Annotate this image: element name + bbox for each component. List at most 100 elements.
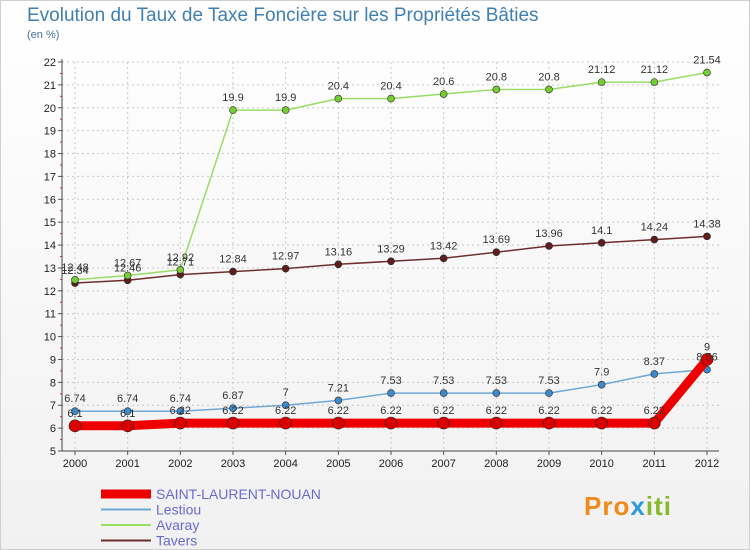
data-point	[334, 94, 343, 103]
data-label: 20.4	[328, 81, 349, 93]
y-tick-label: 6	[50, 423, 56, 435]
data-label: 6.74	[64, 393, 85, 405]
y-tick-label: 17	[44, 171, 56, 183]
data-label: 12.67	[114, 257, 142, 269]
data-point	[71, 276, 79, 284]
data-point	[439, 254, 448, 263]
data-label: 9	[704, 341, 710, 353]
data-label: 12.97	[272, 251, 300, 263]
y-tick-label: 7	[50, 400, 56, 412]
data-point	[71, 407, 79, 415]
y-tick-label: 11	[45, 309, 56, 321]
data-point	[490, 416, 503, 430]
data-point	[595, 416, 608, 430]
data-label: 13.16	[325, 246, 353, 258]
data-label: 12.46	[114, 262, 142, 274]
data-label: 6.22	[486, 405, 507, 417]
x-tick-label: 2009	[537, 458, 561, 470]
data-point	[597, 238, 606, 247]
data-label: 6.22	[222, 405, 243, 417]
x-tick-label: 2012	[695, 458, 719, 470]
data-label: 7.21	[328, 382, 349, 394]
data-point	[492, 248, 501, 256]
data-label: 6.1	[120, 408, 135, 420]
data-point	[229, 267, 237, 276]
y-tick-label: 15	[44, 217, 56, 229]
data-point	[174, 416, 187, 430]
data-label: 14.24	[641, 222, 669, 234]
proxiti-logo: Proxiti	[584, 491, 672, 521]
data-label: 6.22	[380, 405, 401, 417]
data-label: 8.56	[696, 352, 717, 364]
data-label: 20.8	[538, 71, 559, 83]
data-label: 12.48	[61, 262, 89, 274]
data-label: 6.22	[328, 405, 349, 417]
x-tick-label: 2002	[168, 458, 192, 470]
data-label: 6.22	[170, 405, 191, 417]
data-label: 12.92	[167, 252, 195, 264]
x-tick-label: 2006	[379, 458, 403, 470]
data-point	[492, 389, 501, 397]
data-label: 6.87	[222, 390, 243, 402]
data-label: 6.74	[170, 393, 191, 405]
y-tick-label: 12	[44, 286, 56, 298]
data-label: 8.37	[644, 356, 665, 368]
data-point	[437, 416, 450, 430]
data-point	[597, 380, 606, 389]
x-tick-label: 2005	[326, 458, 350, 470]
data-point	[387, 257, 395, 266]
data-point	[281, 106, 290, 114]
data-label: 6.22	[275, 405, 296, 417]
x-tick-label: 2001	[115, 458, 139, 470]
y-tick-label: 14	[44, 240, 56, 252]
data-point	[229, 106, 237, 114]
y-tick-label: 5	[50, 446, 56, 458]
data-point	[597, 78, 606, 86]
data-point	[700, 353, 714, 366]
x-tick-label: 2000	[63, 458, 87, 470]
data-label: 12.71	[167, 257, 195, 269]
y-tick-label: 22	[44, 57, 56, 69]
y-tick-label: 20	[44, 103, 56, 115]
data-label: 19.9	[275, 92, 296, 104]
data-point	[542, 416, 556, 430]
y-tick-label: 13	[44, 263, 56, 275]
x-tick-label: 2008	[484, 458, 508, 470]
y-tick-label: 19	[44, 126, 56, 138]
data-label: 7	[283, 387, 289, 399]
data-label: 6.22	[433, 405, 454, 417]
data-point	[176, 265, 185, 274]
data-label: 20.8	[486, 71, 507, 83]
x-tick-label: 2011	[643, 458, 667, 470]
legend-label: Tavers	[156, 533, 197, 549]
y-tick-label: 8	[50, 377, 56, 389]
data-point	[281, 401, 290, 410]
data-label: 21.12	[588, 64, 616, 76]
y-tick-label: 16	[44, 194, 56, 206]
data-label: 12.84	[219, 254, 247, 266]
data-point	[648, 416, 661, 430]
data-label: 7.53	[538, 375, 559, 387]
data-point	[332, 416, 345, 430]
data-label: 20.6	[433, 76, 454, 88]
data-label: 21.12	[641, 64, 669, 76]
data-point	[279, 416, 292, 430]
data-label: 13.42	[430, 240, 458, 252]
data-point	[650, 370, 659, 378]
data-point	[650, 235, 659, 244]
data-point	[439, 389, 448, 397]
data-point	[281, 264, 290, 273]
data-label: 19.9	[222, 92, 243, 104]
y-axis-unit: (en %)	[27, 29, 60, 41]
x-tick-label: 2010	[589, 458, 613, 470]
data-label: 6.22	[591, 405, 612, 417]
data-point	[650, 78, 659, 86]
data-point	[68, 419, 82, 433]
data-point	[226, 416, 240, 430]
x-tick-label: 2007	[431, 458, 455, 470]
legend-label: SAINT-LAURENT-NOUAN	[156, 486, 321, 502]
y-tick-label: 21	[44, 80, 56, 92]
data-label: 21.54	[693, 55, 721, 67]
data-label: 14.1	[591, 225, 612, 237]
